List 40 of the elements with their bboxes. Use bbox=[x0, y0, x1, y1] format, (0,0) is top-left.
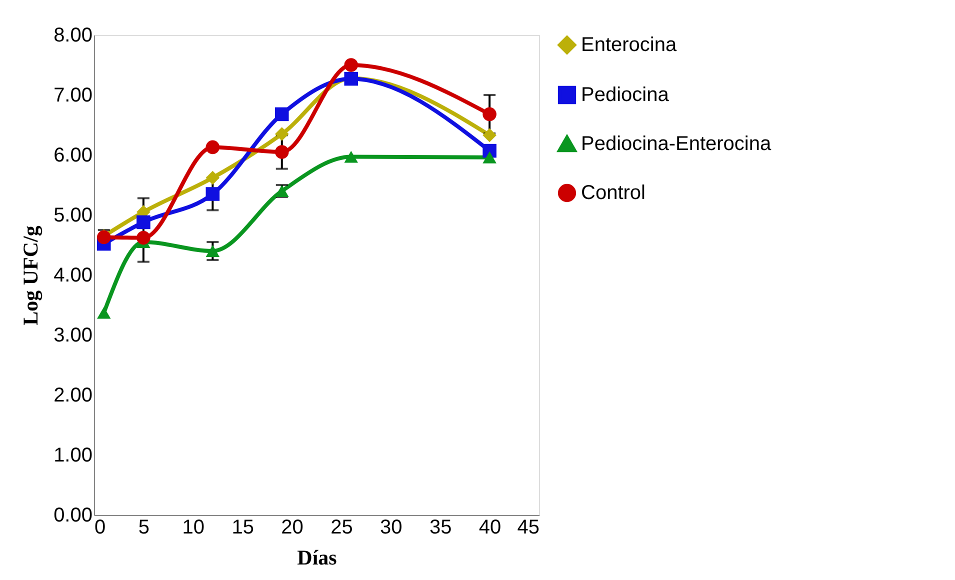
y-tick-label: 0.00 bbox=[54, 504, 92, 526]
y-tick-label: 2.00 bbox=[54, 384, 92, 406]
y-tick-label: 7.00 bbox=[54, 84, 92, 106]
x-tick-label: 45 bbox=[517, 516, 540, 538]
legend-label: Pediocina bbox=[581, 84, 670, 106]
y-tick-label: 4.00 bbox=[54, 264, 92, 286]
x-tick-label: 40 bbox=[478, 516, 502, 538]
point bbox=[206, 187, 220, 201]
x-tick-label: 30 bbox=[380, 516, 402, 538]
point bbox=[206, 170, 220, 185]
point bbox=[482, 151, 496, 164]
legend-label: Enterocina bbox=[581, 34, 678, 56]
x-tick-label: 10 bbox=[182, 516, 205, 538]
x-tick-label: 5 bbox=[138, 516, 150, 538]
point bbox=[344, 150, 358, 163]
point bbox=[136, 215, 150, 230]
x-tick-label: 0 bbox=[94, 516, 106, 538]
legend-label: Control bbox=[581, 182, 646, 204]
legend-label: Pediocina-Enterocina bbox=[581, 133, 772, 155]
point bbox=[482, 128, 496, 142]
point bbox=[274, 107, 289, 122]
x-axis-title: Días bbox=[297, 546, 337, 570]
point bbox=[96, 306, 111, 319]
x-tick-label: 15 bbox=[232, 516, 254, 538]
point bbox=[344, 58, 358, 72]
point bbox=[274, 127, 289, 141]
point bbox=[136, 230, 150, 245]
y-tick-label: 8.00 bbox=[54, 24, 92, 46]
y-axis-title: Log UFC/g bbox=[18, 225, 43, 326]
y-tick-label: 6.00 bbox=[54, 144, 92, 166]
point bbox=[274, 145, 289, 159]
point bbox=[206, 140, 220, 154]
y-tick-label: 3.00 bbox=[54, 324, 92, 346]
point bbox=[206, 245, 220, 257]
point bbox=[482, 107, 496, 122]
y-tick-label: 1.00 bbox=[54, 444, 92, 466]
x-tick-label: 20 bbox=[281, 516, 304, 538]
y-tick-label: 5.00 bbox=[54, 204, 92, 226]
x-tick-label: 25 bbox=[330, 516, 353, 538]
x-tick-label: 35 bbox=[429, 516, 452, 538]
